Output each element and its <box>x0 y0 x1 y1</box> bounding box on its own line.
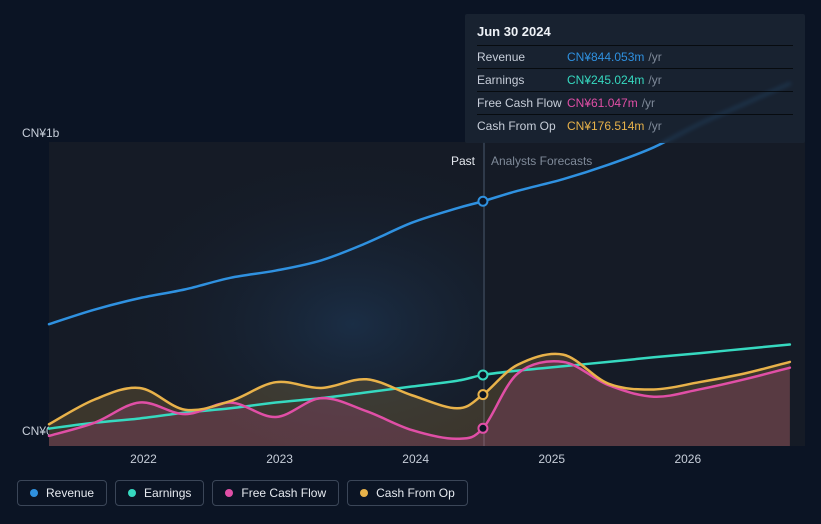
tooltip-value-fcf: CN¥61.047m <box>567 96 638 110</box>
tooltip-value-earnings: CN¥245.024m <box>567 73 644 87</box>
tooltip-unit-earnings: /yr <box>648 73 661 87</box>
xtick-2023: 2023 <box>266 452 293 466</box>
legend-swatch-fcf <box>225 489 233 497</box>
legend-item-fcf[interactable]: Free Cash Flow <box>212 480 339 506</box>
legend-swatch-earnings <box>128 489 136 497</box>
tooltip-unit-cfo: /yr <box>648 119 661 133</box>
tooltip-value-revenue: CN¥844.053m <box>567 50 644 64</box>
tooltip-label-earnings: Earnings <box>477 73 567 87</box>
tooltip-row-revenue: Revenue CN¥844.053m /yr <box>477 45 793 68</box>
tooltip-label-cfo: Cash From Op <box>477 119 567 133</box>
plot-area[interactable]: Past Analysts Forecasts <box>49 142 805 446</box>
tooltip-unit-revenue: /yr <box>648 50 661 64</box>
tooltip-label-fcf: Free Cash Flow <box>477 96 567 110</box>
tooltip-label-revenue: Revenue <box>477 50 567 64</box>
xtick-2026: 2026 <box>674 452 701 466</box>
legend: Revenue Earnings Free Cash Flow Cash Fro… <box>17 480 468 506</box>
legend-label-earnings: Earnings <box>144 486 191 500</box>
tooltip-row-cfo: Cash From Op CN¥176.514m /yr <box>477 114 793 137</box>
tooltip-row-fcf: Free Cash Flow CN¥61.047m /yr <box>477 91 793 114</box>
legend-swatch-revenue <box>30 489 38 497</box>
xtick-2022: 2022 <box>130 452 157 466</box>
chart-lines <box>49 142 805 446</box>
data-tooltip: Jun 30 2024 Revenue CN¥844.053m /yr Earn… <box>465 14 805 143</box>
legend-label-cfo: Cash From Op <box>376 486 455 500</box>
tooltip-value-cfo: CN¥176.514m <box>567 119 644 133</box>
financial-forecast-chart: CN¥1b CN¥0 Past Analysts Forecasts 2022 … <box>17 14 805 484</box>
xtick-2025: 2025 <box>538 452 565 466</box>
legend-item-earnings[interactable]: Earnings <box>115 480 204 506</box>
legend-swatch-cfo <box>360 489 368 497</box>
legend-label-fcf: Free Cash Flow <box>241 486 326 500</box>
yaxis-tick-top: CN¥1b <box>22 126 59 140</box>
legend-label-revenue: Revenue <box>46 486 94 500</box>
tooltip-date: Jun 30 2024 <box>477 24 793 45</box>
tooltip-row-earnings: Earnings CN¥245.024m /yr <box>477 68 793 91</box>
x-axis: 2022 2023 2024 2025 2026 <box>49 452 805 470</box>
xtick-2024: 2024 <box>402 452 429 466</box>
legend-item-cfo[interactable]: Cash From Op <box>347 480 468 506</box>
legend-item-revenue[interactable]: Revenue <box>17 480 107 506</box>
tooltip-unit-fcf: /yr <box>642 96 655 110</box>
